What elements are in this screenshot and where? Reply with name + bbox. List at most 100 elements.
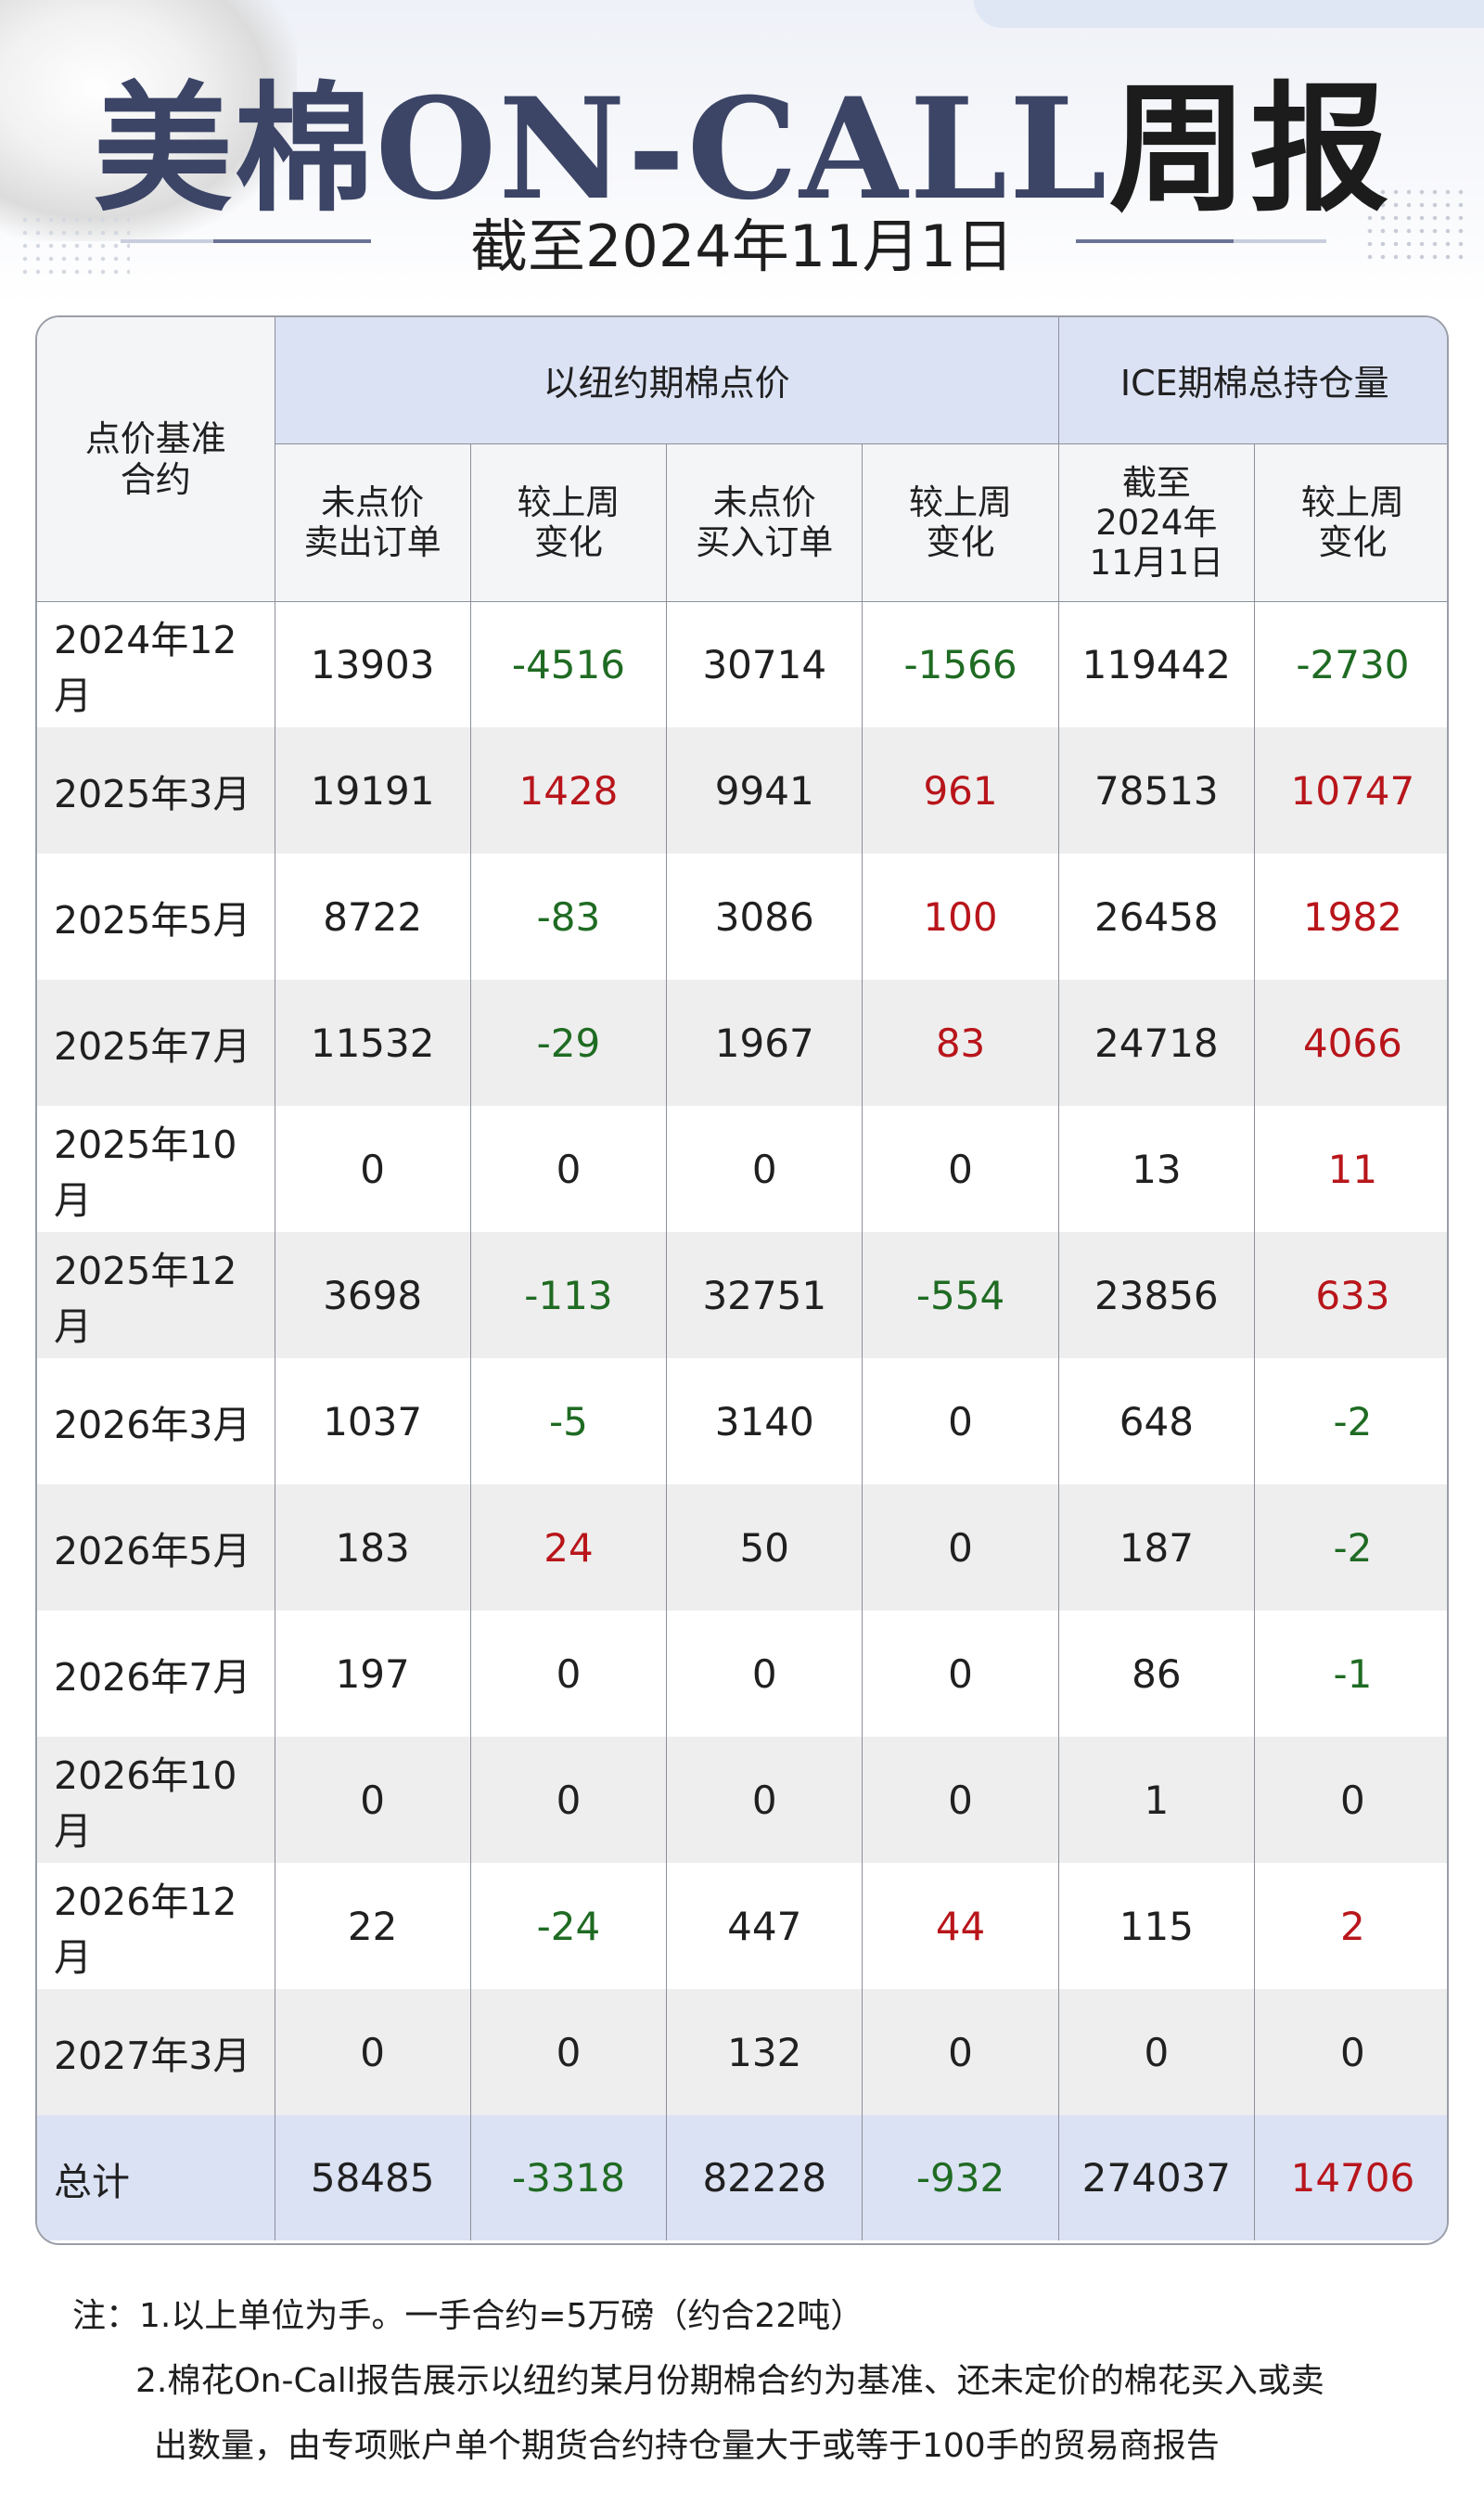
value-cell: 648 bbox=[1058, 1358, 1256, 1484]
value-cell: 0 bbox=[470, 1737, 668, 1863]
value-cell: 1 bbox=[1058, 1737, 1256, 1863]
decorative-dots bbox=[1363, 186, 1465, 260]
header-group-ice-oi: ICE期棉总持仓量 bbox=[1058, 317, 1447, 444]
title-part: 美棉 bbox=[93, 68, 376, 231]
table-row: 2025年12月 3698 -113 32751 -554 23856 633 bbox=[37, 1232, 1447, 1358]
value-cell: 274037 bbox=[1058, 2115, 1256, 2240]
value-cell: 32751 bbox=[666, 1232, 864, 1358]
contract-cell: 2025年12月 bbox=[37, 1232, 275, 1358]
decorative-stripe bbox=[974, 0, 1484, 28]
report-date: 截至2024年11月1日 bbox=[469, 212, 1015, 280]
value-cell: 24 bbox=[470, 1484, 668, 1611]
value-cell: 19191 bbox=[275, 727, 471, 854]
value-cell: 0 bbox=[275, 1989, 471, 2115]
value-cell: 11 bbox=[1327, 1146, 1378, 1192]
value-cell: 11532 bbox=[275, 980, 471, 1106]
value-cell: 1428 bbox=[470, 727, 668, 854]
value-cell: 10747 bbox=[1254, 727, 1447, 854]
value-cell: 100 bbox=[862, 854, 1059, 980]
value-cell: 633 bbox=[1254, 1232, 1447, 1358]
note-line: 注：1.以上单位为手。一手合约=5万磅（约合22吨） bbox=[72, 2297, 864, 2335]
value-cell: 0 bbox=[862, 1106, 1059, 1232]
value-cell: 83 bbox=[862, 980, 1059, 1106]
contract-cell: 2026年3月 bbox=[37, 1358, 275, 1484]
cotton-image bbox=[0, 0, 297, 241]
value-cell: 14706 bbox=[1254, 2115, 1447, 2240]
table-row: 2026年5月 183 24 50 0 187 -2 bbox=[37, 1484, 1447, 1611]
note-line: 2.棉花On-Call报告展示以纽约某月份期棉合约为基准、还未定价的棉花买入或卖 bbox=[135, 2362, 1324, 2400]
value-cell: -113 bbox=[470, 1232, 668, 1358]
value-cell: 1967 bbox=[666, 980, 864, 1106]
contract-cell: 2025年7月 bbox=[37, 980, 275, 1106]
value-cell: 0 bbox=[666, 1611, 864, 1737]
table-row: 2025年7月 11532 -29 1967 83 24718 4066 bbox=[37, 980, 1447, 1106]
note-line: 出数量，由专项账户单个期货合约持仓量大于或等于100手的贸易商报告 bbox=[154, 2427, 1220, 2465]
value-cell: 26458 bbox=[1058, 854, 1256, 980]
value-cell: 0 bbox=[862, 1737, 1059, 1863]
contract-cell: 2024年12月 bbox=[37, 601, 275, 727]
value-cell: 23856 bbox=[1058, 1232, 1256, 1358]
value-cell: -2730 bbox=[1296, 641, 1410, 687]
title-part: 周报 bbox=[1108, 68, 1391, 231]
value-cell: 44 bbox=[862, 1863, 1059, 1989]
value-cell: -932 bbox=[862, 2115, 1059, 2240]
value-cell: -4516 bbox=[470, 601, 668, 727]
value-cell: 4066 bbox=[1254, 980, 1447, 1106]
value-cell: 0 bbox=[862, 1358, 1059, 1484]
contract-cell: 2025年5月 bbox=[37, 854, 275, 980]
table-row: 2025年5月 8722 -83 3086 100 26458 1982 bbox=[37, 854, 1447, 980]
header-unfixed-buy: 未点价 买入订单 bbox=[666, 443, 864, 602]
table-row: 2024年12月 13903 -4516 30714 -1566 119442 -2730 bbox=[37, 601, 1447, 727]
value-cell: 0 bbox=[862, 1989, 1059, 2115]
contract-cell: 2025年10月 bbox=[37, 1106, 275, 1232]
value-cell: 3140 bbox=[666, 1358, 864, 1484]
value-cell: 82228 bbox=[666, 2115, 864, 2240]
value-cell: 0 bbox=[470, 1611, 668, 1737]
value-cell: 0 bbox=[666, 1737, 864, 1863]
value-cell: 3698 bbox=[275, 1232, 471, 1358]
value-cell: -2 bbox=[1333, 1398, 1373, 1444]
value-cell: 50 bbox=[666, 1484, 864, 1611]
value-cell: 13 bbox=[1058, 1106, 1256, 1232]
subtitle-row: 截至2024年11月1日 bbox=[0, 199, 1484, 283]
page-title: 美棉ON-CALL周报 bbox=[0, 37, 1484, 238]
value-cell: -29 bbox=[470, 980, 668, 1106]
header-open-interest: 截至 2024年 11月1日 bbox=[1058, 443, 1256, 602]
header-group-ny-pricing: 以纽约期棉点价 bbox=[275, 317, 1059, 444]
header-oi-change: 较上周 变化 bbox=[1254, 443, 1447, 602]
title-part: ON-CALL bbox=[375, 68, 1109, 231]
value-cell: 0 bbox=[666, 1106, 864, 1232]
header-sell-change: 较上周 变化 bbox=[470, 443, 668, 602]
footnotes: 注：1.以上单位为手。一手合约=5万磅（约合22吨） 2.棉花On-Call报告… bbox=[72, 2284, 1445, 2479]
value-cell: -554 bbox=[862, 1232, 1059, 1358]
value-cell: 197 bbox=[275, 1611, 471, 1737]
value-cell: 0 bbox=[1254, 1989, 1447, 2115]
table-row: 2026年3月 1037 -5 3140 0 648 -2 bbox=[37, 1358, 1447, 1484]
value-cell: 0 bbox=[1058, 1989, 1256, 2115]
value-cell: 22 bbox=[275, 1863, 471, 1989]
value-cell: 0 bbox=[275, 1737, 471, 1863]
value-cell: 9941 bbox=[666, 727, 864, 854]
header-buy-change: 较上周 变化 bbox=[862, 443, 1059, 602]
value-cell: 2 bbox=[1340, 1903, 1365, 1949]
value-cell: 183 bbox=[275, 1484, 471, 1611]
value-cell: 0 bbox=[470, 1989, 668, 2115]
value-cell: 115 bbox=[1058, 1863, 1256, 1989]
total-row: 总计 58485 -3318 82228 -932 274037 14706 bbox=[37, 2115, 1447, 2240]
value-cell: 0 bbox=[862, 1611, 1059, 1737]
value-cell: -24 bbox=[470, 1863, 668, 1989]
value-cell: 1037 bbox=[275, 1358, 471, 1484]
value-cell: 0 bbox=[862, 1484, 1059, 1611]
value-cell: -1 bbox=[1333, 1650, 1373, 1697]
contract-cell: 总计 bbox=[37, 2115, 275, 2240]
value-cell: 3086 bbox=[666, 854, 864, 980]
on-call-table: 点价基准 合约 以纽约期棉点价 ICE期棉总持仓量 未点价 卖出订单 较上周 变… bbox=[35, 315, 1449, 2245]
table-row: 2026年12月 22 -24 447 44 115 2 bbox=[37, 1863, 1447, 1989]
value-cell: -2 bbox=[1254, 1484, 1447, 1611]
value-cell: 119442 bbox=[1058, 601, 1256, 727]
value-cell: 24718 bbox=[1058, 980, 1256, 1106]
decorative-dots bbox=[19, 213, 130, 278]
value-cell: 961 bbox=[862, 727, 1059, 854]
table-row: 2025年3月 19191 1428 9941 961 78513 10747 bbox=[37, 727, 1447, 854]
value-cell: 0 bbox=[470, 1106, 668, 1232]
